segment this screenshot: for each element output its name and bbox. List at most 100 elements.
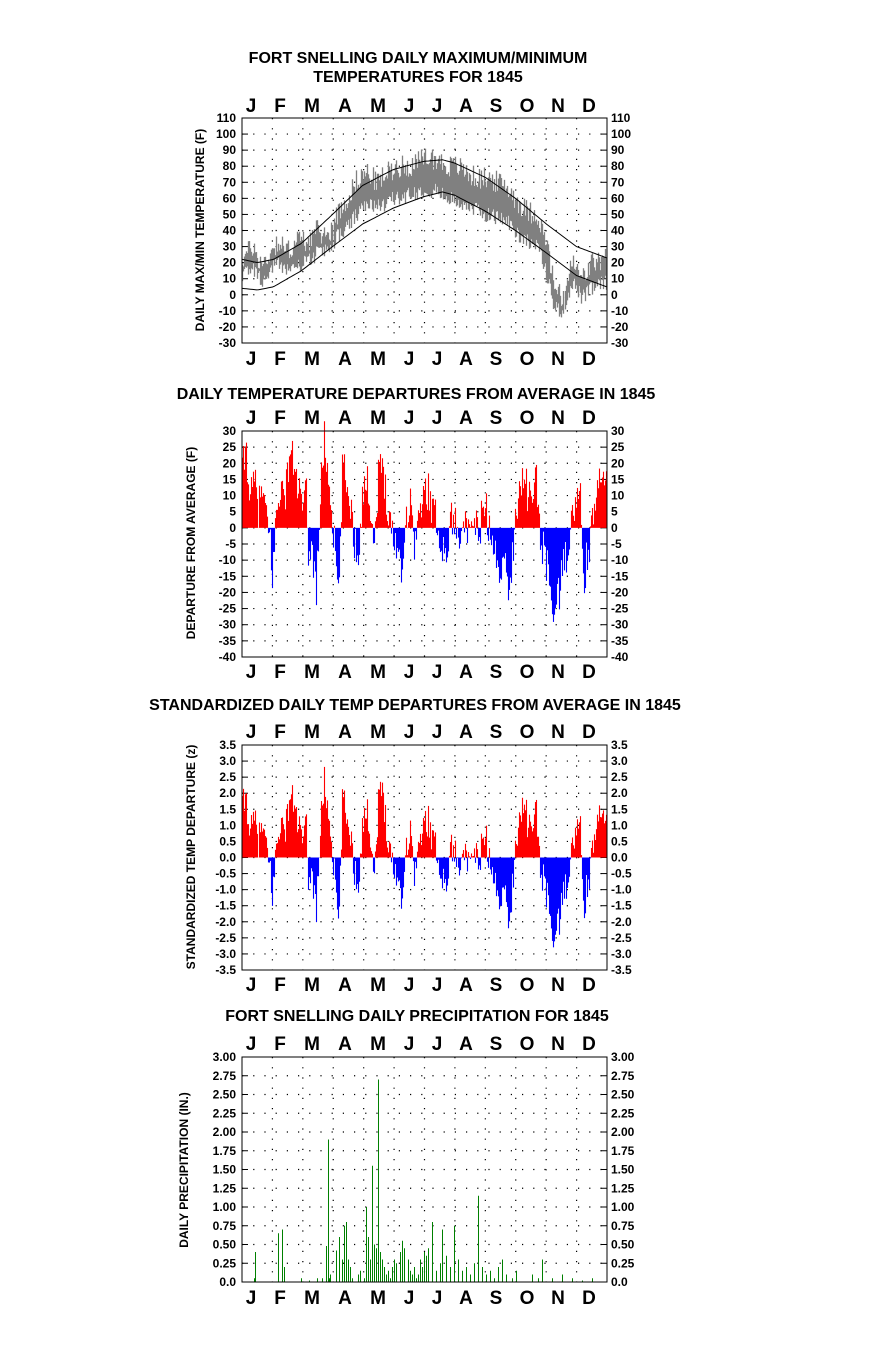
month-label: A [459, 1288, 473, 1309]
standardized-panel: STANDARDIZED DAILY TEMP DEPARTURES FROM … [149, 697, 681, 996]
y-tick-label-left: 2.75 [213, 1069, 237, 1083]
month-label: J [432, 408, 443, 429]
y-tick-label-right: 20 [611, 256, 625, 270]
y-tick-label-right: 2.75 [611, 1069, 635, 1083]
month-label: D [582, 1288, 596, 1309]
month-label: A [338, 975, 352, 996]
y-tick-label-right: 1.5 [611, 802, 628, 816]
standardized-plot-frame [241, 744, 608, 971]
precip-panel: FORT SNELLING DAILY PRECIPITATION FOR 18… [177, 1008, 635, 1309]
precip-plot-area [254, 1079, 593, 1282]
maxmin-title-line-2: TEMPERATURES FOR 1845 [313, 69, 523, 86]
month-label: F [274, 662, 286, 683]
maxmin-plot-area [241, 148, 608, 318]
month-label: A [459, 96, 473, 117]
y-tick-label-left: 0.50 [213, 1238, 237, 1252]
month-label: D [582, 408, 596, 429]
month-label: S [490, 96, 503, 117]
month-label: J [404, 349, 415, 370]
precip-y-ticks-right: 3.00 2.75 2.50 2.25 2.00 1.75 1.50 1.25 1.00 0.75… [601, 1050, 635, 1289]
maxmin-gridlines [242, 118, 607, 343]
y-tick-label-right: 1.0 [611, 818, 628, 832]
standardized-title: STANDARDIZED DAILY TEMP DEPARTURES FROM … [149, 697, 681, 714]
maxmin-title-line-1: FORT SNELLING DAILY MAXIMUM/MINIMUM [249, 50, 588, 67]
month-label: M [304, 1034, 320, 1055]
y-tick-label-right: 5 [611, 505, 618, 519]
month-label: A [459, 662, 473, 683]
y-tick-label-right: 0.50 [611, 1238, 635, 1252]
departures-y-ticks-right: 30 25 20 15 10 5 0 -5 -10 -15 -20 -25 -30 -35 -40 [601, 424, 629, 664]
month-label: N [551, 722, 565, 743]
month-label: J [246, 349, 257, 370]
month-label: S [490, 1288, 503, 1309]
y-tick-label-left: 1.75 [213, 1144, 237, 1158]
precip-title: FORT SNELLING DAILY PRECIPITATION FOR 18… [225, 1008, 609, 1025]
y-tick-label-left: 10 [223, 272, 237, 286]
month-label: D [582, 975, 596, 996]
y-tick-label-right: 3.5 [611, 738, 628, 752]
y-tick-label-left: -20 [219, 320, 237, 334]
y-tick-label-left: -5 [225, 537, 236, 551]
month-label: J [404, 722, 415, 743]
y-tick-label-right: 30 [611, 240, 625, 254]
departures-plot-area [241, 421, 608, 622]
y-tick-label-left: -15 [219, 569, 237, 583]
y-tick-label-right: 0.5 [611, 834, 628, 848]
y-tick-label-left: 0.25 [213, 1256, 237, 1270]
maxmin-panel: FORT SNELLING DAILY MAXIMUM/MINIMUM TEMP… [193, 50, 631, 370]
y-tick-label-left: 2.0 [219, 786, 236, 800]
y-tick-label-left: -30 [219, 618, 237, 632]
month-label: A [338, 1034, 352, 1055]
precip-y-axis-label: DAILY PRECIPITATION (IN.) [177, 1092, 191, 1248]
month-label: O [520, 1034, 535, 1055]
month-label: F [274, 408, 286, 429]
y-tick-label-left: -2.0 [215, 915, 236, 929]
y-tick-label-left: 1.50 [213, 1163, 237, 1177]
month-label: O [520, 1288, 535, 1309]
month-label: M [370, 1288, 386, 1309]
month-label: D [582, 1034, 596, 1055]
y-tick-label-left: 0.0 [219, 1275, 236, 1289]
y-tick-label-left: 1.25 [213, 1181, 237, 1195]
y-tick-label-right: 2.50 [611, 1088, 635, 1102]
month-label: A [459, 975, 473, 996]
normal-temperature-line [242, 159, 607, 263]
y-tick-label-left: 1.5 [219, 802, 236, 816]
month-label: J [432, 96, 443, 117]
month-label: J [432, 1034, 443, 1055]
precip-y-ticks-left: 3.00 2.75 2.50 2.25 2.00 1.75 1.50 1.25 1.00 0.75… [213, 1050, 248, 1289]
month-label: A [459, 349, 473, 370]
y-tick-label-left: 1.00 [213, 1200, 237, 1214]
month-label: J [404, 408, 415, 429]
month-label: M [304, 722, 320, 743]
y-tick-label-left: 2.25 [213, 1106, 237, 1120]
month-label: J [246, 1288, 257, 1309]
month-label: D [582, 349, 596, 370]
month-label: M [370, 349, 386, 370]
month-label: D [582, 662, 596, 683]
y-tick-label-left: -10 [219, 304, 237, 318]
y-tick-label-right: 110 [611, 111, 631, 125]
month-label: J [404, 975, 415, 996]
y-tick-label-right: 80 [611, 159, 625, 173]
y-tick-label-left: 3.00 [213, 1050, 237, 1064]
month-label: M [304, 408, 320, 429]
maxmin-y-axis-label: DAILY MAX/MIN TEMPERATURE (F) [193, 129, 207, 331]
month-label: A [459, 1034, 473, 1055]
y-tick-label-right: -35 [611, 634, 629, 648]
y-tick-label-right: -3.0 [611, 947, 632, 961]
month-label: N [551, 408, 565, 429]
month-label: A [338, 349, 352, 370]
y-tick-label-left: 2.50 [213, 1088, 237, 1102]
y-tick-label-right: 10 [611, 489, 625, 503]
standardized-y-axis-label: STANDARDIZED TEMP DEPARTURE (z) [184, 745, 198, 970]
y-tick-label-left: 30 [223, 240, 237, 254]
y-tick-label-left: 20 [223, 456, 237, 470]
y-tick-label-left: 0 [229, 288, 236, 302]
y-tick-label-right: -2.5 [611, 931, 632, 945]
y-tick-label-right: 10 [611, 272, 625, 286]
month-label: F [274, 349, 286, 370]
